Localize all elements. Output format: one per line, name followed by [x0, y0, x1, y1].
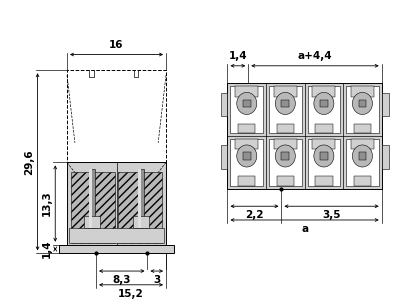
Bar — [89, 169, 92, 228]
Bar — [221, 146, 228, 169]
Ellipse shape — [275, 92, 295, 115]
Bar — [274, 86, 297, 97]
Bar — [230, 139, 263, 186]
Ellipse shape — [275, 145, 295, 167]
Bar — [382, 93, 388, 116]
Bar — [235, 139, 258, 149]
Bar — [221, 93, 228, 116]
Bar — [89, 169, 95, 228]
Bar — [320, 152, 328, 160]
Bar — [358, 100, 366, 107]
Bar — [315, 124, 332, 133]
Bar — [277, 124, 294, 133]
Bar — [118, 172, 162, 243]
Bar — [312, 139, 336, 149]
Bar — [312, 86, 336, 97]
Bar — [358, 152, 366, 160]
Ellipse shape — [314, 145, 334, 167]
Bar — [235, 86, 258, 97]
Bar — [134, 216, 149, 228]
Bar — [138, 169, 144, 228]
Bar — [282, 152, 289, 160]
Bar — [351, 139, 374, 149]
Bar — [67, 162, 166, 245]
Bar — [282, 100, 289, 107]
Bar — [228, 83, 382, 189]
Bar — [274, 139, 297, 149]
Text: 8,3: 8,3 — [112, 275, 131, 285]
Text: 3: 3 — [153, 275, 160, 285]
Bar — [138, 169, 141, 228]
Text: a: a — [301, 224, 308, 234]
Text: 16: 16 — [109, 40, 124, 50]
Bar — [354, 124, 371, 133]
Bar — [346, 139, 379, 186]
Bar — [230, 86, 263, 133]
Bar — [238, 176, 256, 186]
Text: 1,4: 1,4 — [41, 240, 51, 258]
Bar — [71, 172, 114, 243]
Bar — [59, 245, 174, 254]
Bar — [67, 70, 166, 162]
Bar — [269, 139, 302, 186]
Ellipse shape — [237, 92, 257, 115]
Text: 13,3: 13,3 — [41, 191, 51, 216]
Text: 2,2: 2,2 — [245, 210, 264, 220]
Bar — [243, 152, 251, 160]
Bar — [315, 176, 332, 186]
Bar — [277, 176, 294, 186]
Bar — [243, 100, 251, 107]
Ellipse shape — [237, 145, 257, 167]
Text: 1,4: 1,4 — [228, 51, 247, 61]
Bar — [269, 86, 302, 133]
Text: 3,5: 3,5 — [322, 210, 341, 220]
Bar — [308, 86, 340, 133]
Bar — [308, 139, 340, 186]
Bar — [320, 100, 328, 107]
Bar — [84, 216, 100, 228]
Text: 29,6: 29,6 — [24, 149, 34, 175]
Bar — [382, 146, 388, 169]
Text: 15,2: 15,2 — [118, 289, 144, 299]
Bar — [238, 124, 256, 133]
Ellipse shape — [352, 145, 372, 167]
Bar — [354, 176, 371, 186]
Bar — [351, 86, 374, 97]
Ellipse shape — [352, 92, 372, 115]
Text: a+4,4: a+4,4 — [298, 51, 332, 61]
Bar — [346, 86, 379, 133]
Bar — [69, 228, 164, 243]
Ellipse shape — [314, 92, 334, 115]
